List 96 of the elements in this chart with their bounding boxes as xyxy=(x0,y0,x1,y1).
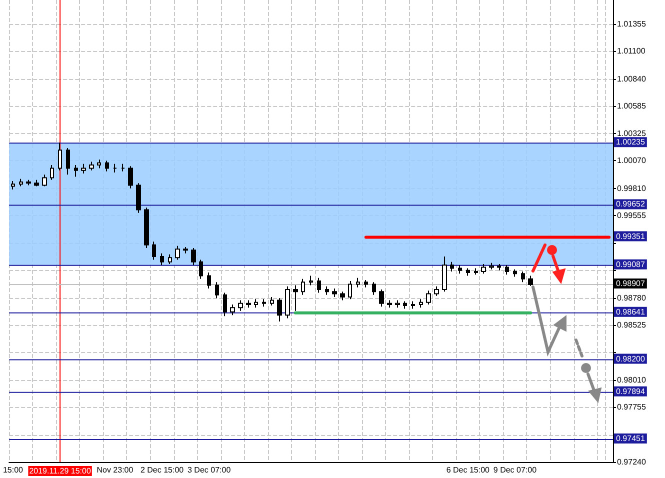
candlestick xyxy=(81,163,86,174)
y-tick-label: 0.97755 xyxy=(617,402,646,412)
ref-line-label: 0.98641 xyxy=(616,307,646,316)
candlestick xyxy=(301,278,305,296)
candlestick xyxy=(285,286,290,319)
candlestick xyxy=(481,264,486,274)
x-tick-label: Nov 23:00 xyxy=(96,466,134,474)
candlestick xyxy=(270,296,274,306)
candlestick xyxy=(293,284,298,312)
candlestick xyxy=(160,252,164,266)
annotation: 0.99351 xyxy=(616,232,646,241)
candlestick xyxy=(42,174,47,187)
candlestick xyxy=(66,147,70,176)
ref-line-label: 0.99087 xyxy=(616,260,646,269)
candlestick xyxy=(356,277,360,288)
candlestick xyxy=(74,164,78,178)
x-tick-label: 15:00 xyxy=(2,466,24,474)
x-tick-label: 2 Dec 15:00 xyxy=(140,466,184,474)
candlestick xyxy=(513,268,517,278)
y-tick-label: 0.98010 xyxy=(617,376,646,385)
y-tick-label: 1.00070 xyxy=(617,156,646,166)
y-tick-label: 0.97240 xyxy=(617,458,646,466)
candlestick xyxy=(489,262,494,270)
y-tick-label: 0.99555 xyxy=(617,211,646,220)
candlestick xyxy=(340,291,345,301)
candlestick xyxy=(474,268,478,276)
candlestick xyxy=(58,142,62,171)
candlestick xyxy=(466,268,470,276)
candlestick xyxy=(521,270,525,283)
candlestick xyxy=(97,159,101,169)
candlestick xyxy=(426,290,431,305)
x-tick-label: 3 Dec 07:00 xyxy=(188,466,232,474)
candlestick xyxy=(262,298,266,308)
candlestick xyxy=(168,254,172,264)
y-tick-label: 1.01100 xyxy=(617,46,646,56)
candlestick xyxy=(419,298,423,308)
candlestick xyxy=(113,163,117,173)
candlestick xyxy=(395,300,400,308)
candlestick xyxy=(387,300,392,308)
candlestick xyxy=(26,179,31,186)
ref-line-label: 0.98200 xyxy=(616,354,646,364)
candlestick xyxy=(458,264,462,274)
candlestick xyxy=(238,300,243,312)
candlestick xyxy=(105,160,109,172)
y-tick-label: 1.00325 xyxy=(617,129,646,138)
candlestick xyxy=(191,248,196,266)
candlestick xyxy=(246,300,251,308)
candlestick xyxy=(348,280,352,300)
candlestick xyxy=(215,282,219,299)
candlestick xyxy=(183,246,188,254)
candlestick xyxy=(411,300,415,310)
ref-line-label: 0.97894 xyxy=(616,386,646,396)
candlestick xyxy=(121,163,125,172)
candlestick xyxy=(34,179,39,187)
candlestick xyxy=(230,304,235,316)
candlestick xyxy=(207,272,211,289)
x-tick-label: 6 Dec 15:00 xyxy=(446,466,490,474)
candlestick xyxy=(317,277,321,294)
candlestick xyxy=(254,298,258,308)
candlestick xyxy=(277,298,282,322)
ref-line-label: 0.97451 xyxy=(616,434,646,444)
candlestick xyxy=(442,256,447,292)
candlestick xyxy=(128,166,133,189)
candlestick xyxy=(332,288,337,298)
candlestick xyxy=(364,279,368,288)
candlestick xyxy=(50,164,54,180)
y-tick-label: 1.00585 xyxy=(617,101,646,110)
candlestick xyxy=(144,207,149,249)
candlestick xyxy=(223,292,227,317)
candlestick xyxy=(528,275,533,286)
ref-line-label: 1.00235 xyxy=(616,138,646,147)
candlestick xyxy=(379,289,384,308)
candlestick xyxy=(325,286,329,296)
y-tick-label: 1.00840 xyxy=(617,74,646,84)
x-tick-label: 9 Dec 07:00 xyxy=(493,466,538,474)
candlestick xyxy=(450,261,454,272)
candlestick xyxy=(136,182,141,214)
candlestick xyxy=(199,259,203,280)
candlestick xyxy=(434,286,439,296)
candlestick xyxy=(11,180,15,190)
candlestick xyxy=(19,178,23,187)
x-tick-label: 2019.11.29 15:00 xyxy=(29,466,92,476)
ref-line-label: 0.99652 xyxy=(616,200,646,209)
ref-line-label: 0.98907 xyxy=(616,279,646,288)
candlestick xyxy=(175,245,180,260)
candlestick xyxy=(497,264,501,271)
y-tick-label: 0.98525 xyxy=(617,320,646,330)
candlestick xyxy=(372,282,376,296)
y-tick-label: 0.99810 xyxy=(617,184,646,193)
candlestick xyxy=(89,161,94,171)
candlestick xyxy=(152,241,156,260)
candlestick xyxy=(309,275,313,286)
candlestick xyxy=(403,300,407,310)
y-tick-label: 0.98780 xyxy=(617,294,646,303)
candlestick xyxy=(505,264,509,276)
y-tick-label: 1.01355 xyxy=(617,19,646,28)
